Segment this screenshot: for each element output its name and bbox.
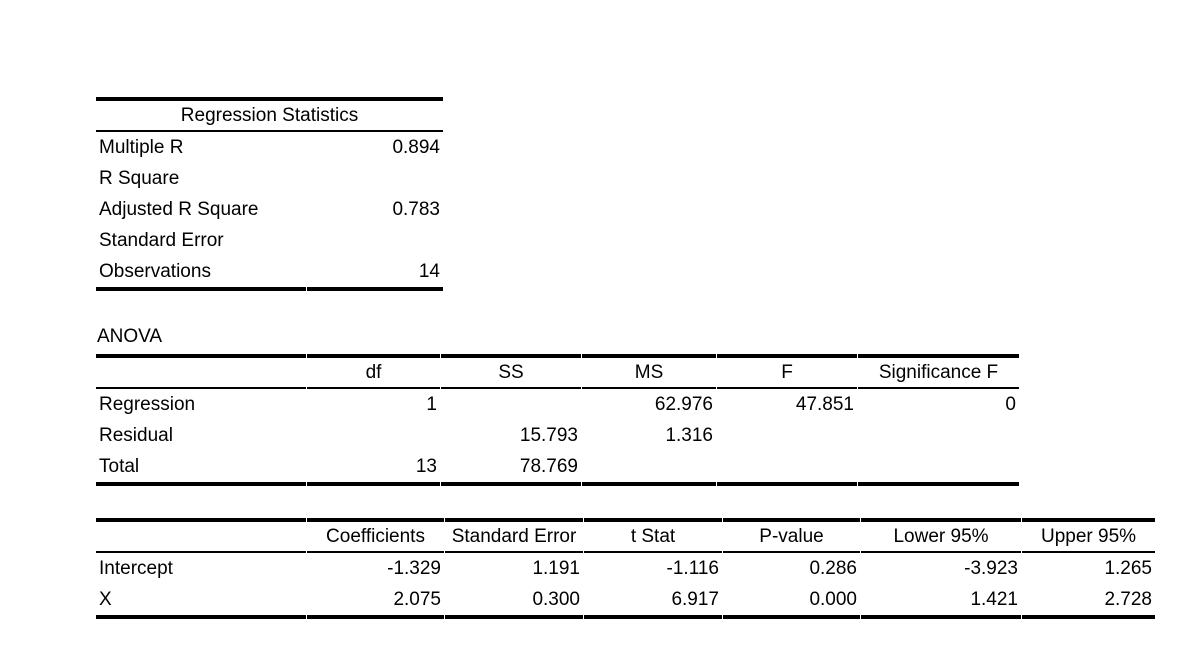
coef-cell: 0.286 (809, 557, 857, 579)
anova-heading: ANOVA (97, 326, 163, 347)
coef-cell: 0.300 (445, 584, 583, 619)
anova-row-residual: Residual 15.793 1.316 (96, 420, 1019, 451)
stat-value: 14 (307, 256, 443, 291)
coef-col-upper-95: Upper 95% (1022, 518, 1155, 553)
stat-value: 0.783 (392, 198, 440, 220)
anova-cell: 62.976 (654, 393, 713, 415)
anova-row-label: Residual (99, 424, 173, 446)
coef-col-lower-95: Lower 95% (861, 518, 1021, 553)
stat-row-multiple-r: Multiple R 0.894 (96, 132, 443, 163)
coef-col-coefficients: Coefficients (307, 518, 444, 553)
anova-corner-cell (96, 354, 306, 389)
coef-cell: 1.191 (532, 557, 580, 579)
regression-statistics-table: Regression Statistics Multiple R 0.894 R… (95, 97, 444, 291)
stat-label: Observations (96, 256, 306, 291)
coef-cell: -1.329 (387, 557, 441, 579)
anova-col-significance-f: Significance F (858, 354, 1019, 389)
anova-cell (717, 451, 857, 486)
stat-label: Multiple R (99, 136, 184, 158)
anova-cell (441, 389, 581, 420)
stat-value: 0.894 (392, 136, 440, 158)
coef-cell: 2.728 (1022, 584, 1155, 619)
stat-row-adjusted-r-square: Adjusted R Square 0.783 (96, 194, 443, 225)
coefficients-table: Coefficients Standard Error t Stat P-val… (95, 518, 1156, 619)
coef-row-label: X (96, 584, 306, 619)
anova-row-total: Total 13 78.769 (96, 451, 1019, 486)
coefficients-header-row: Coefficients Standard Error t Stat P-val… (96, 518, 1155, 553)
coef-col-standard-error: Standard Error (445, 518, 583, 553)
coef-row-label: Intercept (99, 557, 173, 579)
coef-cell: 2.075 (307, 584, 444, 619)
coef-col-t-stat: t Stat (584, 518, 722, 553)
coef-col-p-value: P-value (723, 518, 860, 553)
stat-label: Adjusted R Square (99, 198, 259, 220)
anova-col-f: F (717, 354, 857, 389)
anova-table: df SS MS F Significance F Regression 1 6… (95, 354, 1020, 486)
anova-cell: 78.769 (441, 451, 581, 486)
anova-col-df: df (307, 354, 440, 389)
coef-row-intercept: Intercept -1.329 1.191 -1.116 0.286 -3.9… (96, 553, 1155, 584)
coef-cell: 1.265 (1104, 557, 1152, 579)
regression-statistics-title-row: Regression Statistics (96, 97, 443, 132)
anova-col-ss: SS (441, 354, 581, 389)
coefficients-corner-cell (96, 518, 306, 553)
anova-cell (858, 420, 1019, 451)
anova-col-ms: MS (582, 354, 716, 389)
coef-cell: 0.000 (723, 584, 860, 619)
anova-cell (582, 451, 716, 486)
coef-cell: 6.917 (584, 584, 722, 619)
coef-cell: -3.923 (964, 557, 1018, 579)
stat-value (307, 163, 443, 194)
stat-label: R Square (99, 167, 180, 189)
anova-cell (717, 420, 857, 451)
regression-statistics-title: Regression Statistics (96, 97, 443, 132)
stat-row-r-square: R Square (96, 163, 443, 194)
anova-header-row: df SS MS F Significance F (96, 354, 1019, 389)
anova-cell: 15.793 (519, 424, 578, 446)
anova-cell: 47.851 (795, 393, 854, 415)
anova-cell: 0 (1005, 393, 1016, 415)
anova-cell: 1 (426, 393, 437, 415)
anova-cell (307, 420, 440, 451)
stat-label: Standard Error (99, 229, 224, 251)
coef-row-x: X 2.075 0.300 6.917 0.000 1.421 2.728 (96, 584, 1155, 619)
anova-cell: 13 (307, 451, 440, 486)
anova-row-regression: Regression 1 62.976 47.851 0 (96, 389, 1019, 420)
anova-cell (858, 451, 1019, 486)
stat-value (307, 225, 443, 256)
anova-cell: 1.316 (665, 424, 713, 446)
anova-row-label: Regression (99, 393, 196, 415)
stat-row-observations: Observations 14 (96, 256, 443, 291)
anova-row-label: Total (96, 451, 306, 486)
coef-cell: -1.116 (666, 557, 719, 579)
coef-cell: 1.421 (861, 584, 1021, 619)
stat-row-standard-error: Standard Error (96, 225, 443, 256)
